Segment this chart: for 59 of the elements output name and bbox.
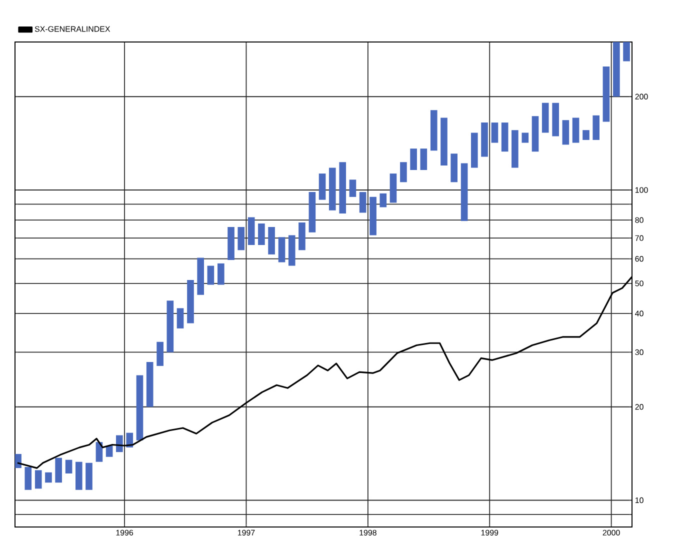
bar bbox=[552, 102, 559, 136]
bar bbox=[522, 132, 529, 143]
bar bbox=[166, 300, 174, 352]
bar bbox=[592, 115, 600, 140]
bar bbox=[258, 223, 265, 245]
bar bbox=[278, 237, 286, 262]
bar bbox=[532, 116, 539, 152]
bar bbox=[623, 42, 630, 62]
bar bbox=[450, 154, 458, 182]
bar bbox=[328, 168, 336, 210]
bar bbox=[248, 217, 255, 245]
bar bbox=[471, 132, 478, 168]
bar bbox=[197, 258, 204, 295]
bar bbox=[65, 460, 72, 474]
bar bbox=[298, 222, 306, 250]
bar bbox=[45, 472, 52, 483]
bar bbox=[430, 110, 438, 151]
bar bbox=[176, 308, 184, 328]
bar bbox=[410, 148, 417, 170]
bar bbox=[228, 226, 234, 260]
bar bbox=[460, 163, 468, 221]
bar bbox=[136, 375, 144, 440]
bar bbox=[562, 120, 570, 145]
bar bbox=[268, 226, 275, 254]
bar bbox=[15, 454, 22, 468]
bar bbox=[481, 122, 488, 157]
bar bbox=[187, 280, 194, 324]
bar bbox=[602, 66, 610, 122]
bar bbox=[106, 446, 113, 457]
bar bbox=[582, 130, 590, 140]
bar bbox=[613, 42, 620, 97]
bar bbox=[288, 235, 296, 266]
bar bbox=[24, 466, 32, 490]
bar bbox=[380, 193, 387, 208]
bar bbox=[359, 192, 366, 213]
bar bbox=[34, 470, 42, 489]
bar bbox=[308, 192, 316, 232]
bar bbox=[491, 122, 498, 143]
bar bbox=[400, 162, 407, 182]
bar bbox=[512, 130, 518, 168]
bar bbox=[238, 226, 245, 250]
bar bbox=[339, 162, 346, 214]
bar bbox=[75, 462, 82, 490]
bar bbox=[156, 342, 164, 366]
bar bbox=[207, 266, 214, 285]
bar bbox=[349, 180, 356, 197]
bar bbox=[318, 174, 326, 200]
bar bbox=[572, 118, 580, 143]
bar bbox=[116, 435, 123, 452]
bar bbox=[218, 263, 224, 285]
bar bbox=[542, 102, 549, 133]
bar bbox=[501, 122, 508, 152]
bar bbox=[390, 174, 397, 203]
bar bbox=[55, 458, 62, 483]
bar bbox=[146, 362, 154, 407]
bar bbox=[86, 462, 92, 490]
bar bbox=[420, 148, 428, 170]
bar bbox=[370, 196, 376, 236]
bar bbox=[440, 118, 448, 166]
